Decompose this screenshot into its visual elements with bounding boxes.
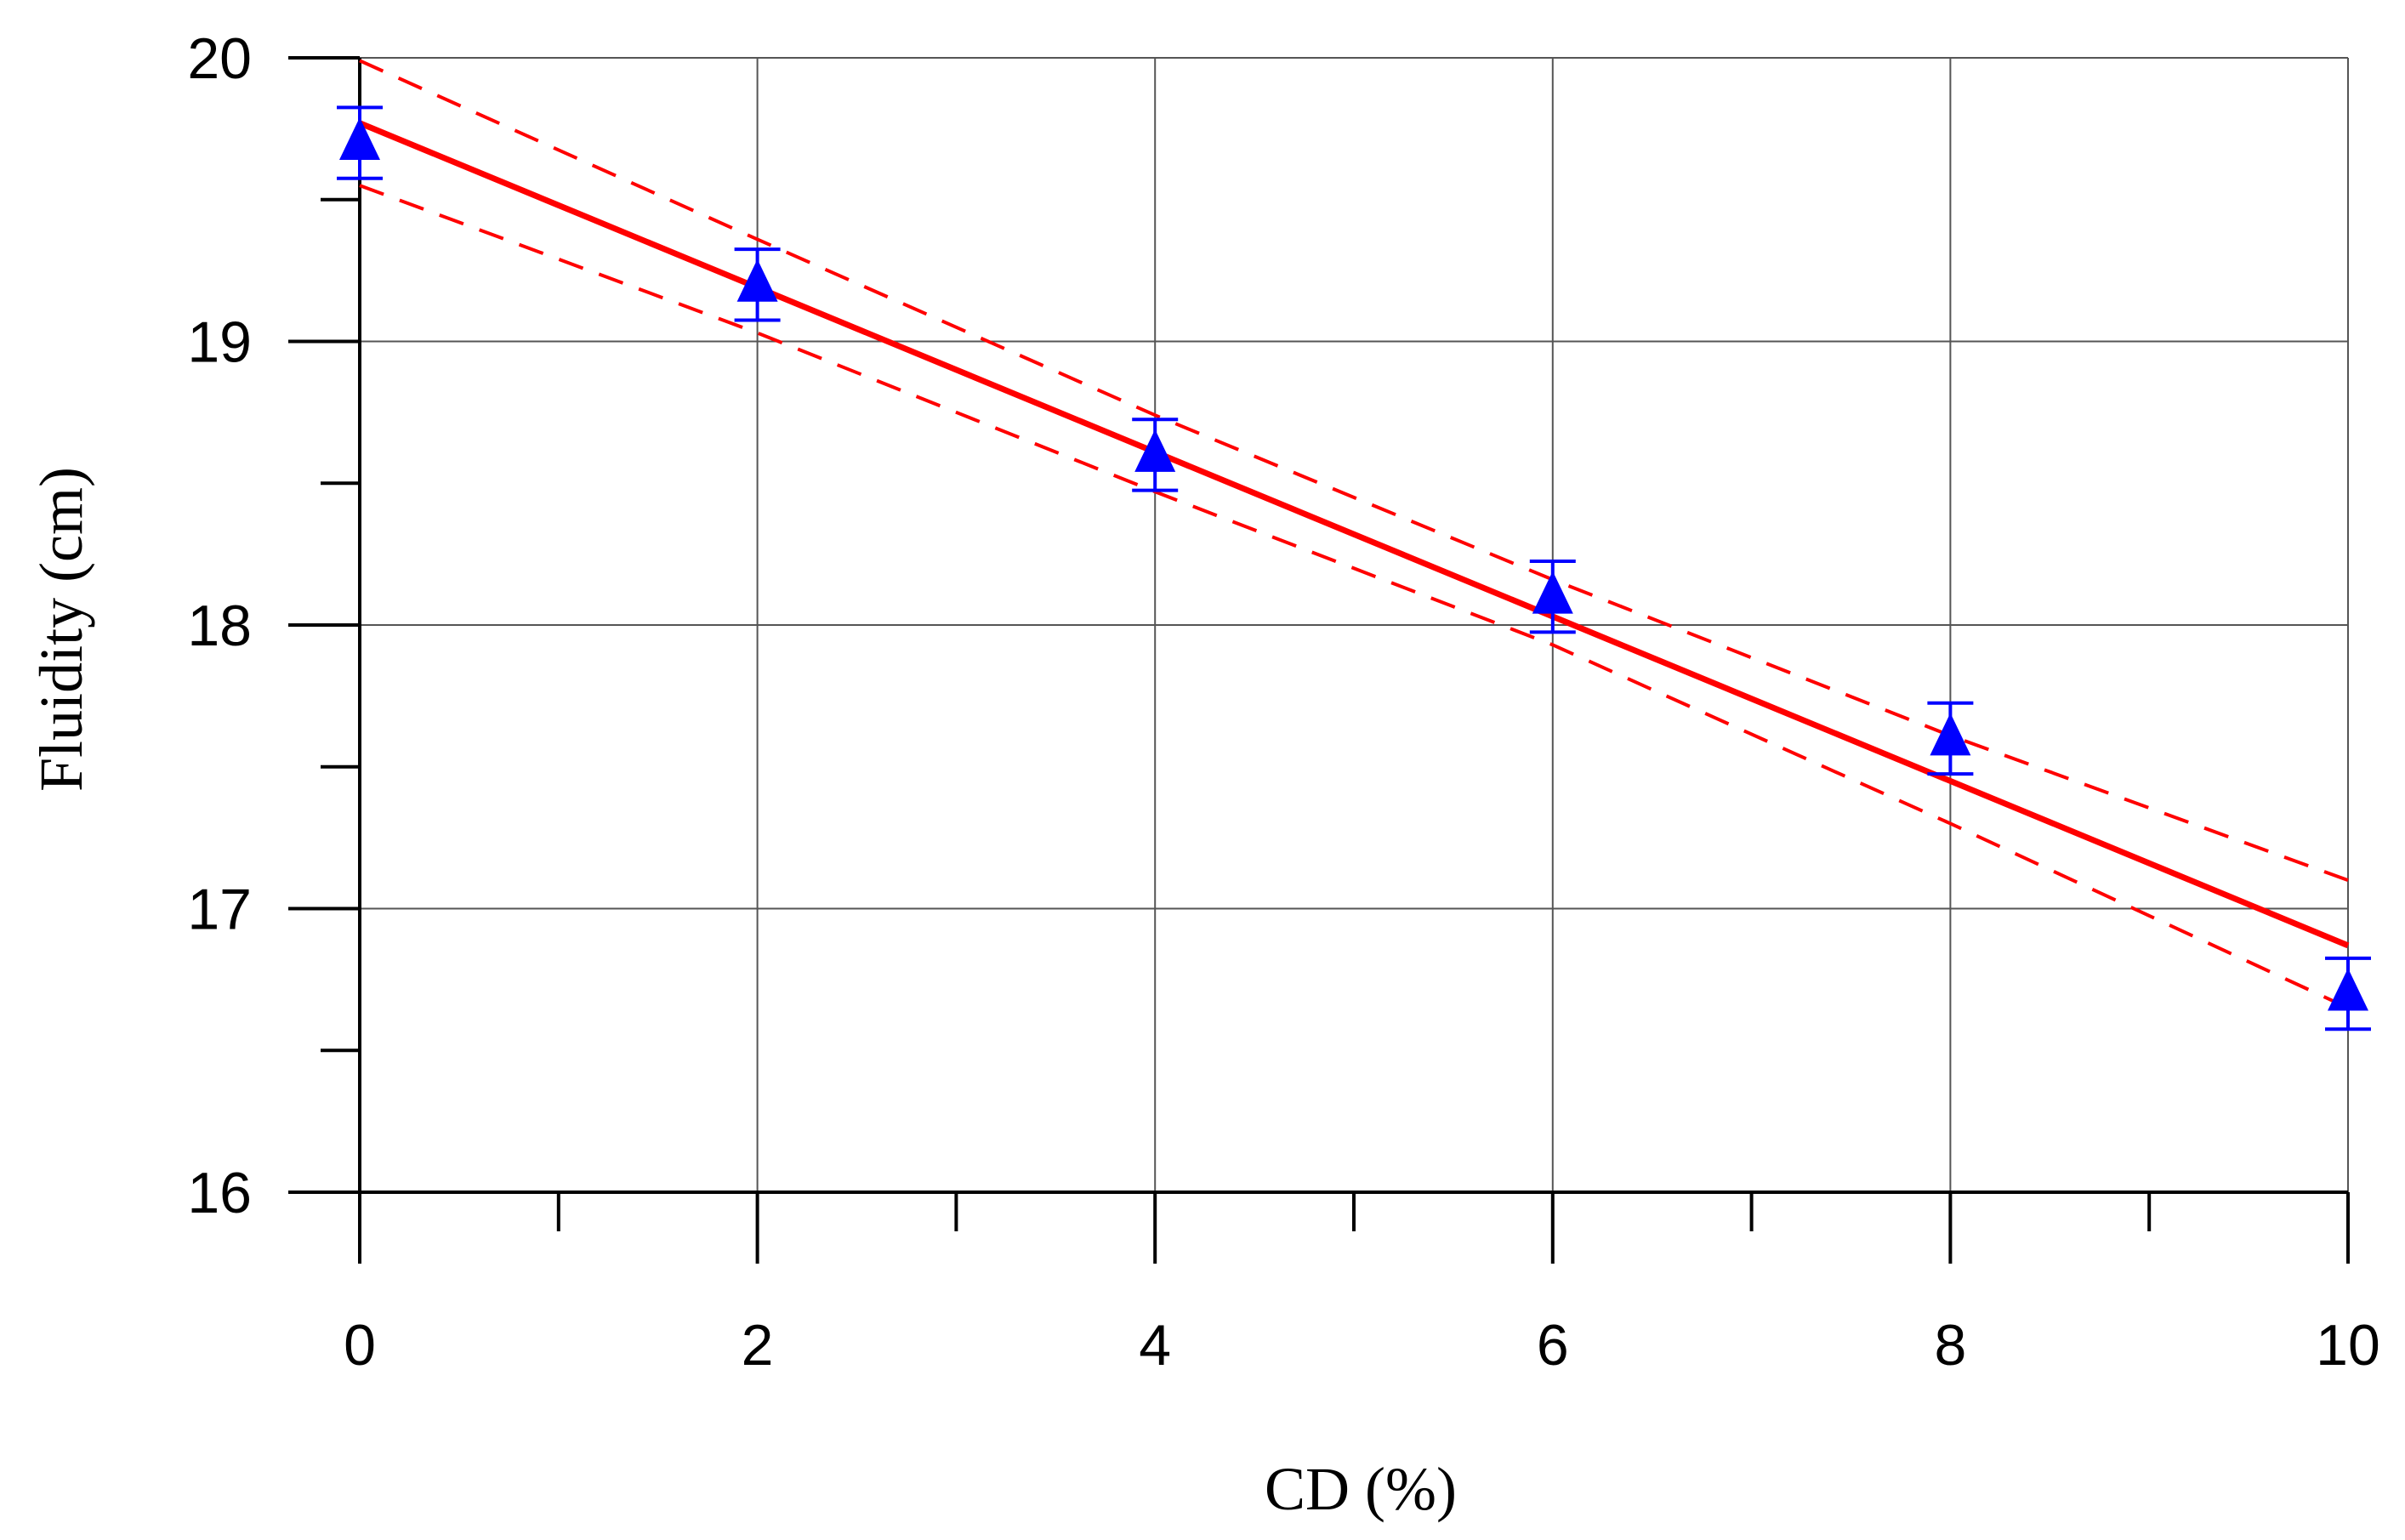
confidence-upper-line	[359, 59, 2349, 883]
x-tick-label: 4	[1139, 1313, 1171, 1378]
y-tick-label: 19	[187, 310, 252, 375]
data-point	[2328, 968, 2368, 1011]
y-tick-label: 17	[187, 878, 252, 942]
data-point	[1532, 571, 1573, 614]
y-tick-label: 20	[187, 26, 252, 91]
grid-layer	[360, 57, 2349, 1192]
x-tick-label: 6	[1537, 1313, 1569, 1378]
data-point	[736, 259, 778, 302]
lines-layer	[358, 59, 2350, 1010]
confidence-lower-line	[359, 184, 2349, 1010]
data-point	[1134, 429, 1176, 472]
points-layer	[337, 105, 2371, 1031]
x-tick-label: 10	[2316, 1313, 2380, 1378]
data-point	[339, 117, 380, 161]
x-tick-label: 8	[1934, 1313, 1966, 1378]
y-tick-label: 16	[187, 1161, 252, 1225]
labels-layer: 0 2 4 6 8 10 16 17 18 19 20	[187, 26, 2379, 1378]
y-axis-title: Fluidity (cm)	[27, 467, 95, 792]
x-tick-label: 2	[742, 1313, 774, 1378]
data-point	[1930, 713, 1971, 756]
y-tick-label: 18	[187, 594, 252, 658]
x-axis-title: CD (%)	[1265, 1455, 1457, 1523]
fit-line	[358, 120, 2350, 949]
x-tick-label: 0	[344, 1313, 376, 1378]
axes-layer	[288, 56, 2350, 1264]
